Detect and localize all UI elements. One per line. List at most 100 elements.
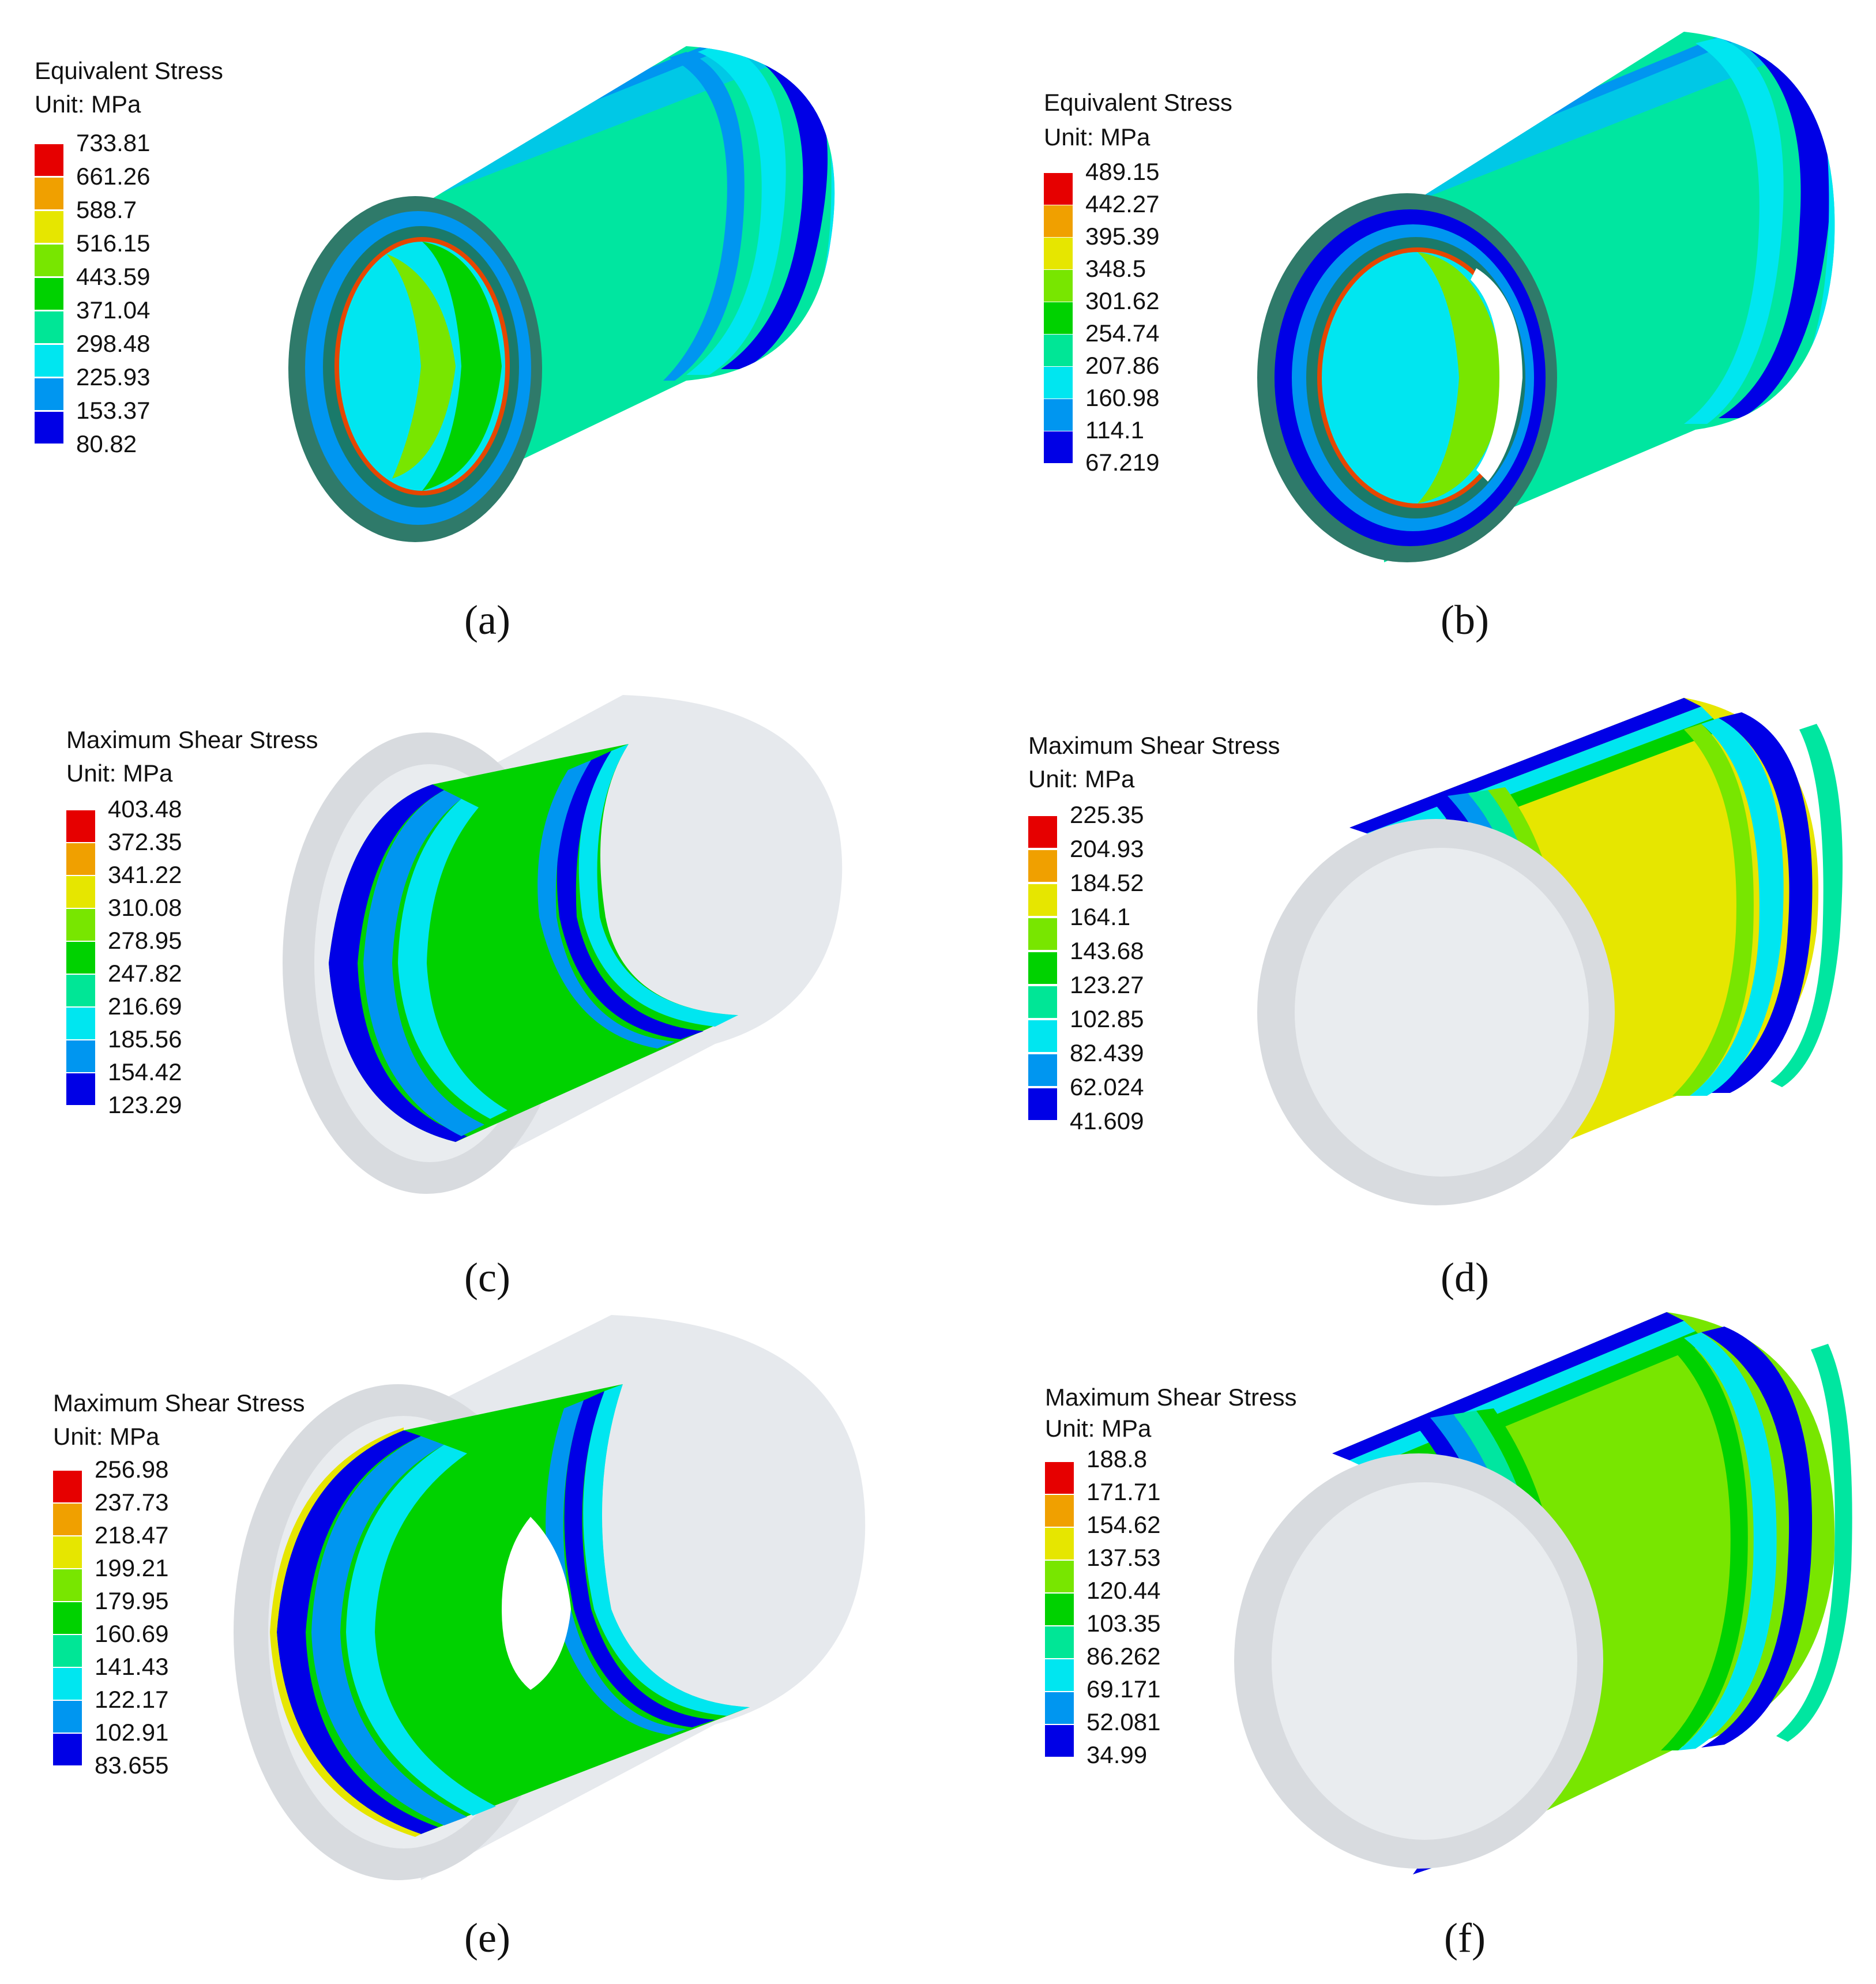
swatch-blue bbox=[66, 1073, 95, 1105]
tick-label: 103.35 bbox=[1086, 1610, 1161, 1637]
swatch-teal bbox=[53, 1635, 82, 1667]
swatch-lime bbox=[66, 909, 95, 941]
legend-a: Equivalent Stress Unit: MPa 733.81 661.2… bbox=[35, 55, 277, 470]
legend-unit: Unit: MPa bbox=[66, 760, 173, 787]
tick-label: 123.27 bbox=[1070, 971, 1144, 998]
legend-title: Maximum Shear Stress bbox=[66, 726, 318, 753]
swatch-yellow bbox=[1044, 238, 1073, 269]
tick-label: 395.39 bbox=[1085, 223, 1160, 250]
tick-label: 661.26 bbox=[76, 163, 151, 190]
cylinder-model-a bbox=[288, 46, 835, 542]
tick-label: 588.7 bbox=[76, 196, 137, 223]
legend-b: Equivalent Stress Unit: MPa 489.15 442.2… bbox=[1044, 87, 1286, 502]
swatch-orange bbox=[35, 178, 63, 209]
swatch-sky bbox=[1044, 399, 1073, 431]
tick-label: 123.29 bbox=[108, 1091, 182, 1118]
tick-label: 403.48 bbox=[108, 795, 182, 822]
swatch-orange bbox=[1028, 850, 1057, 882]
tick-label: 143.68 bbox=[1070, 937, 1144, 964]
front-face-a bbox=[288, 196, 542, 542]
caption-c: (c) bbox=[464, 1254, 510, 1301]
legend-title: Maximum Shear Stress bbox=[1028, 732, 1280, 759]
tick-label: 114.1 bbox=[1085, 416, 1144, 444]
swatch-yellow bbox=[53, 1536, 82, 1568]
caption-e: (e) bbox=[464, 1915, 510, 1961]
legend-unit: Unit: MPa bbox=[53, 1423, 160, 1450]
swatch-lime bbox=[35, 245, 63, 276]
tick-label: 141.43 bbox=[95, 1653, 169, 1680]
tick-label: 80.82 bbox=[76, 430, 137, 457]
swatch-red bbox=[66, 810, 95, 842]
swatch-cyan bbox=[1044, 367, 1073, 399]
swatch-yellow bbox=[66, 876, 95, 908]
ghost-shell-f bbox=[1234, 1453, 1603, 1869]
swatch-sky bbox=[66, 1040, 95, 1072]
cylinder-model-f bbox=[1234, 1312, 1852, 1874]
inner-stress-surface-e bbox=[270, 1381, 761, 1837]
tick-label: 102.91 bbox=[95, 1719, 169, 1746]
swatch-teal bbox=[35, 311, 63, 343]
legend-f: Maximum Shear Stress Unit: MPa 188.8 171… bbox=[1045, 1381, 1322, 1797]
swatch-yellow bbox=[35, 211, 63, 243]
cylinder-model-e bbox=[234, 1315, 866, 1880]
legend-d: Maximum Shear Stress Unit: MPa 225.35 20… bbox=[1028, 730, 1305, 1145]
tick-label: 153.37 bbox=[76, 397, 151, 424]
tick-label: 298.48 bbox=[76, 330, 151, 357]
swatch-teal bbox=[1044, 335, 1073, 366]
legend-title: Maximum Shear Stress bbox=[53, 1389, 305, 1416]
tick-label: 218.47 bbox=[95, 1521, 169, 1549]
tick-label: 137.53 bbox=[1086, 1544, 1161, 1571]
tick-label: 86.262 bbox=[1086, 1643, 1161, 1670]
tick-label: 310.08 bbox=[108, 894, 182, 921]
swatch-teal bbox=[1028, 986, 1057, 1018]
tick-label: 160.69 bbox=[95, 1620, 169, 1647]
tick-label: 154.42 bbox=[108, 1058, 182, 1085]
tick-label: 82.439 bbox=[1070, 1039, 1144, 1066]
swatch-teal bbox=[66, 975, 95, 1006]
swatch-cyan bbox=[53, 1668, 82, 1700]
tick-label: 207.86 bbox=[1085, 352, 1160, 379]
swatch-green bbox=[53, 1602, 82, 1634]
tick-label: 341.22 bbox=[108, 861, 182, 888]
swatch-sky bbox=[1045, 1692, 1074, 1724]
swatch-orange bbox=[1045, 1495, 1074, 1527]
tick-label: 171.71 bbox=[1086, 1478, 1161, 1505]
caption-b: (b) bbox=[1441, 597, 1489, 643]
tick-label: 348.5 bbox=[1085, 255, 1146, 282]
swatch-yellow bbox=[1028, 884, 1057, 916]
legend-unit: Unit: MPa bbox=[1044, 123, 1151, 151]
legend-title: Equivalent Stress bbox=[35, 57, 223, 84]
swatch-orange bbox=[1044, 205, 1073, 237]
tick-label: 489.15 bbox=[1085, 158, 1160, 185]
tick-label: 733.81 bbox=[76, 129, 151, 156]
tick-label: 225.93 bbox=[76, 363, 151, 390]
tick-label: 199.21 bbox=[95, 1554, 169, 1581]
caption-f: (f) bbox=[1444, 1915, 1486, 1961]
tick-label: 83.655 bbox=[95, 1752, 169, 1779]
tick-label: 52.081 bbox=[1086, 1708, 1161, 1735]
tick-label: 256.98 bbox=[95, 1456, 169, 1483]
swatch-red bbox=[53, 1471, 82, 1502]
swatch-lime bbox=[1045, 1561, 1074, 1592]
swatch-blue bbox=[35, 412, 63, 444]
front-face-b bbox=[1257, 193, 1557, 562]
cylinder-model-c bbox=[283, 695, 843, 1194]
ghost-shell-d bbox=[1257, 819, 1615, 1205]
tick-label: 160.98 bbox=[1085, 384, 1160, 411]
swatch-red bbox=[1044, 173, 1073, 205]
tick-label: 67.219 bbox=[1085, 449, 1160, 476]
swatch-cyan bbox=[35, 345, 63, 377]
swatch-blue bbox=[1045, 1725, 1074, 1757]
swatch-cyan bbox=[66, 1008, 95, 1039]
tick-label: 41.609 bbox=[1070, 1107, 1144, 1134]
swatch-cyan bbox=[1028, 1020, 1057, 1052]
swatch-teal bbox=[1045, 1626, 1074, 1658]
caption-d: (d) bbox=[1441, 1254, 1489, 1301]
tick-label: 122.17 bbox=[95, 1686, 169, 1713]
tick-label: 62.024 bbox=[1070, 1073, 1144, 1100]
swatch-yellow bbox=[1045, 1528, 1074, 1560]
legend-title: Maximum Shear Stress bbox=[1045, 1384, 1297, 1411]
tick-label: 372.35 bbox=[108, 828, 182, 855]
tick-label: 516.15 bbox=[76, 230, 151, 257]
swatch-red bbox=[1028, 816, 1057, 848]
